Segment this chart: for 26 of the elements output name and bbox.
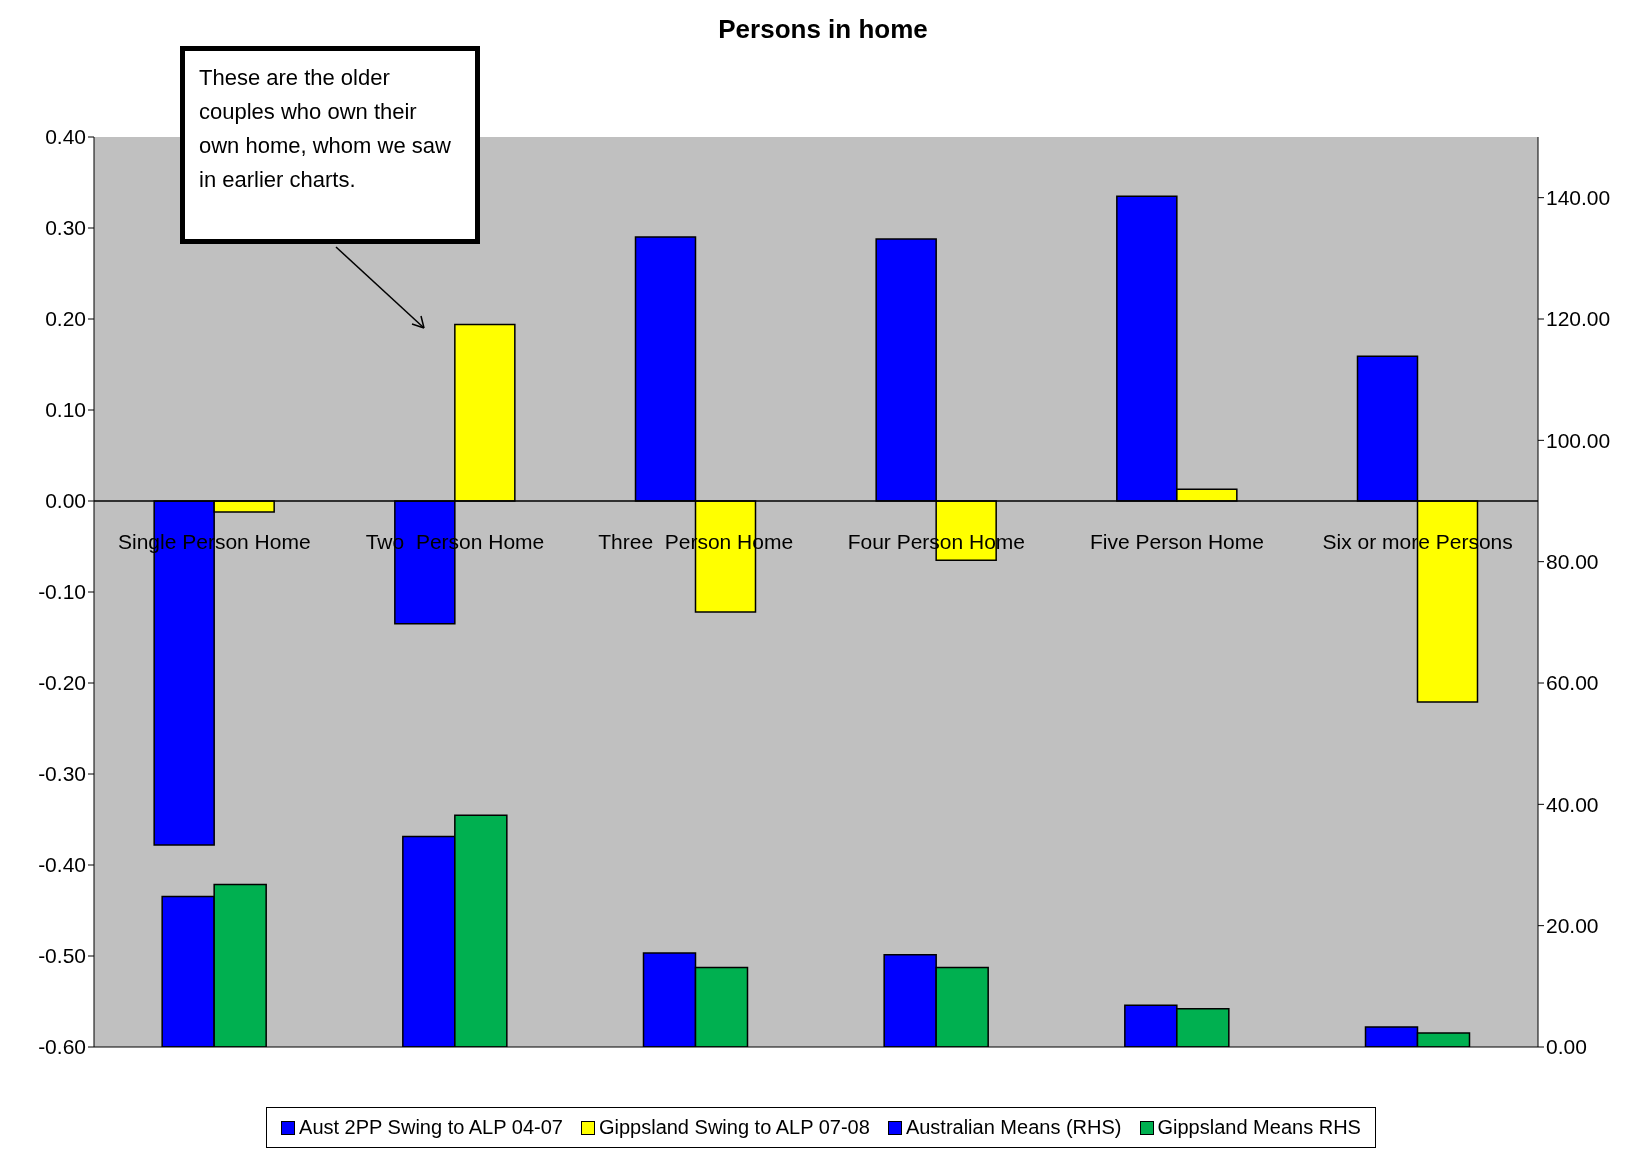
legend-label: Australian Means (RHS) (904, 1116, 1122, 1139)
legend-label: Aust 2PP Swing to ALP 04-07 (298, 1116, 563, 1139)
y2-tick-label: 120.00 (1546, 307, 1611, 331)
y2-tick-label: 40.00 (1546, 792, 1599, 816)
y-tick-label: -0.30 (38, 762, 86, 786)
y-tick-label: 0.10 (45, 398, 86, 422)
y-tick-label: 0.40 (45, 125, 86, 149)
y-tick-label: -0.50 (38, 944, 86, 968)
y-tick-label: 0.30 (45, 216, 86, 240)
legend-label: Gippsland Means RHS (1156, 1116, 1361, 1139)
y-tick-label: 0.00 (45, 489, 86, 513)
y-tick-label: -0.20 (38, 671, 86, 695)
y-tick-label: -0.60 (38, 1035, 86, 1059)
y2-tick-label: 60.00 (1546, 671, 1599, 695)
legend-label: Gippsland Swing to ALP 07-08 (597, 1116, 870, 1139)
y2-tick-label: 100.00 (1546, 428, 1611, 452)
y2-tick-label: 20.00 (1546, 914, 1599, 938)
y-tick-label: -0.40 (38, 853, 86, 877)
y2-tick-label: 0.00 (1546, 1035, 1587, 1059)
y-tick-label: -0.10 (38, 580, 86, 604)
y-tick-label: 0.20 (45, 307, 86, 331)
callout-box: These are the older couples who own their own home, whom we saw in earlier charts. (180, 46, 480, 244)
x-tick-label: Five Person Home (1090, 530, 1264, 554)
chart-title: Persons in home (717, 14, 929, 45)
y2-tick-label: 80.00 (1546, 550, 1599, 574)
y2-tick-label: 140.00 (1546, 186, 1611, 210)
